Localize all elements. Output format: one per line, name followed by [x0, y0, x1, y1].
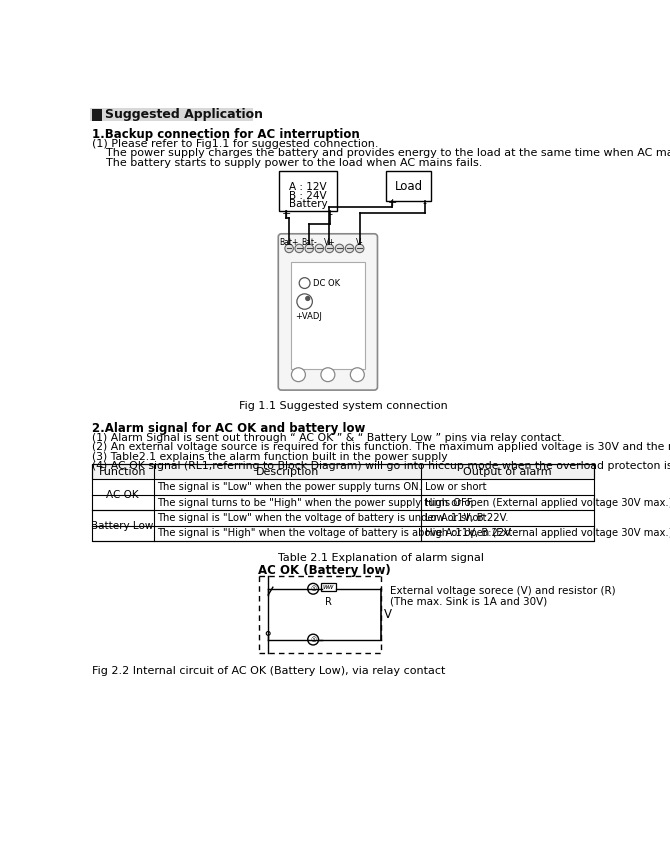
Text: V+: V+ [324, 238, 335, 248]
Text: The signal turns to be "High" when the power supply turns OFF.: The signal turns to be "High" when the p… [157, 498, 474, 507]
Text: Function: Function [98, 466, 146, 477]
Bar [291, 261, 365, 369]
Text: DC OK: DC OK [313, 278, 340, 288]
Circle shape [321, 368, 335, 381]
Text: Fig 2.2 Internal circuit of AC OK (Battery Low), via relay contact: Fig 2.2 Internal circuit of AC OK (Batte… [92, 665, 445, 676]
Text: +: + [387, 197, 397, 208]
Circle shape [306, 296, 310, 300]
Text: Bat-: Bat- [302, 238, 317, 248]
Text: The power supply charges the battery and provides energy to the load at the same: The power supply charges the battery and… [92, 148, 670, 158]
Circle shape [335, 244, 344, 253]
Text: +VADJ: +VADJ [295, 311, 322, 321]
Circle shape [305, 244, 314, 253]
Text: The signal is "Low" when the voltage of battery is under A:11V, B:22V.: The signal is "Low" when the voltage of … [157, 513, 509, 523]
Text: Battery Low: Battery Low [91, 521, 153, 531]
Text: Load: Load [395, 180, 423, 192]
Bar [92, 464, 594, 541]
Bar [90, 108, 253, 122]
Text: High or open (External applied voltage 30V max.): High or open (External applied voltage 3… [425, 498, 670, 507]
Text: The battery starts to supply power to the load when AC mains fails.: The battery starts to supply power to th… [92, 157, 482, 168]
Text: (3) Table2.1 explains the alarm function built in the power supply: (3) Table2.1 explains the alarm function… [92, 452, 447, 462]
Bar [279, 171, 337, 211]
Text: (The max. Sink is 1A and 30V): (The max. Sink is 1A and 30V) [390, 596, 547, 606]
Bar [92, 109, 102, 121]
Bar [386, 171, 431, 201]
Text: (2) An external voltage source is required for this function. The maximum applie: (2) An external voltage source is requir… [92, 443, 670, 453]
Text: R: R [325, 597, 332, 608]
Text: ①: ① [310, 585, 316, 591]
Circle shape [308, 584, 318, 594]
Text: Battery: Battery [289, 199, 328, 209]
Text: (4) AC OK signal (RL1,referring to Block Diagram) will go into hiccup mode when : (4) AC OK signal (RL1,referring to Block… [92, 461, 670, 471]
Text: AC OK: AC OK [106, 490, 139, 500]
Bar [321, 584, 336, 591]
Text: ww: ww [323, 585, 334, 591]
Circle shape [299, 277, 310, 288]
Circle shape [295, 244, 304, 253]
Circle shape [291, 368, 306, 381]
Text: B : 24V: B : 24V [289, 191, 327, 201]
Text: Table 2.1 Explanation of alarm signal: Table 2.1 Explanation of alarm signal [277, 552, 484, 563]
Text: Fig 1.1 Suggested system connection: Fig 1.1 Suggested system connection [239, 401, 448, 411]
Circle shape [355, 244, 364, 253]
Text: AC OK (Battery low): AC OK (Battery low) [258, 564, 391, 577]
Circle shape [308, 634, 318, 645]
Text: 2.Alarm signal for AC OK and battery low: 2.Alarm signal for AC OK and battery low [92, 421, 365, 435]
Text: -: - [328, 209, 332, 220]
Text: 1.Backup connection for AC interruption: 1.Backup connection for AC interruption [92, 128, 359, 140]
Text: -: - [423, 197, 427, 208]
Text: The signal is "High" when the voltage of battery is above A:11V, B:22V.: The signal is "High" when the voltage of… [157, 528, 513, 539]
Text: Suggested Application: Suggested Application [105, 108, 263, 122]
Circle shape [315, 244, 324, 253]
Text: V-: V- [356, 238, 363, 248]
Text: Bat+: Bat+ [279, 238, 299, 248]
Circle shape [345, 244, 354, 253]
Text: +: + [281, 209, 291, 220]
Text: (1) Please refer to Fig1.1 for suggested connection.: (1) Please refer to Fig1.1 for suggested… [92, 139, 378, 149]
Bar [92, 464, 594, 479]
Text: External voltage sorece (V) and resistor (R): External voltage sorece (V) and resistor… [390, 586, 616, 596]
Text: V: V [384, 608, 392, 620]
Text: Description: Description [255, 466, 319, 477]
Text: Output of alarm: Output of alarm [463, 466, 551, 477]
FancyBboxPatch shape [278, 234, 377, 390]
Text: Low or short: Low or short [425, 483, 486, 492]
Text: ①: ① [310, 637, 316, 643]
Text: The signal is "Low" when the power supply turns ON.: The signal is "Low" when the power suppl… [157, 483, 422, 492]
Circle shape [285, 244, 293, 253]
Text: High or open (External applied voltage 30V max.): High or open (External applied voltage 3… [425, 528, 670, 539]
Circle shape [325, 244, 334, 253]
Text: A : 12V: A : 12V [289, 182, 327, 192]
Text: Low or short: Low or short [425, 513, 486, 523]
Circle shape [350, 368, 364, 381]
Circle shape [297, 294, 312, 309]
Circle shape [266, 631, 270, 636]
Text: (1) Alarm Signal is sent out through “ AC OK ” & “ Battery Low ” pins via relay : (1) Alarm Signal is sent out through “ A… [92, 433, 564, 443]
